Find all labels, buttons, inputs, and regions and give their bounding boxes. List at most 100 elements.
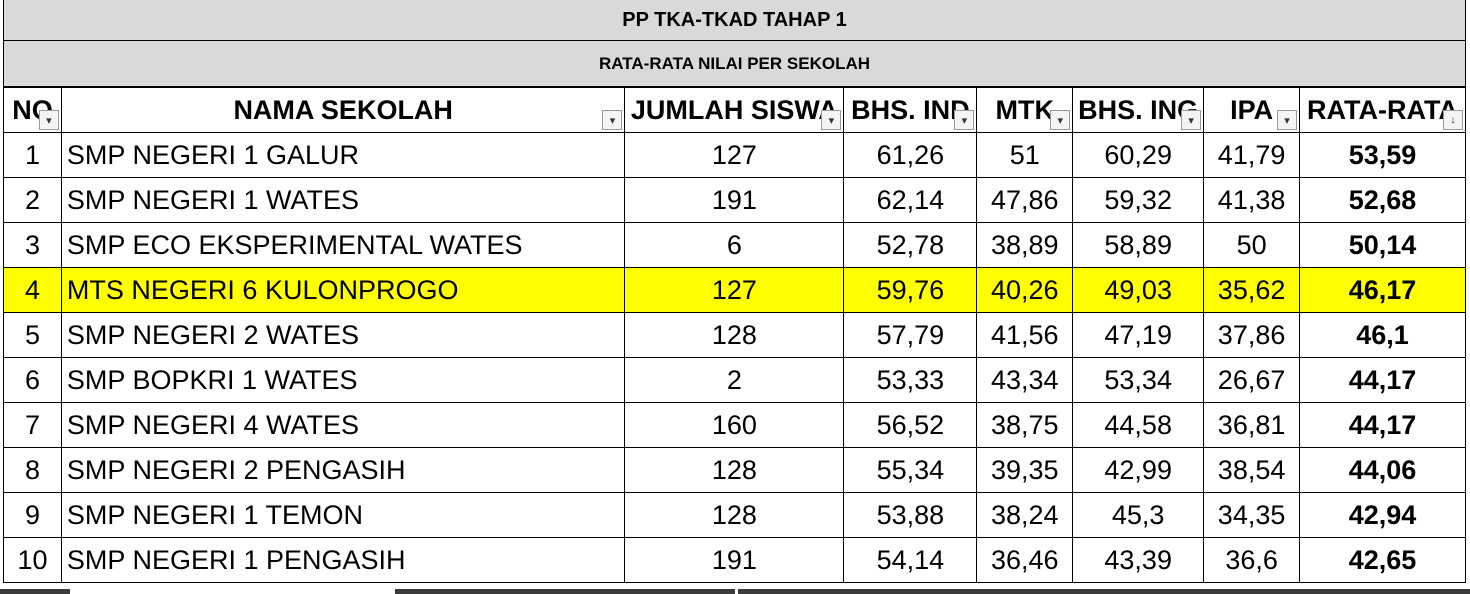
cell-bhs-ind[interactable]: 53,88 <box>843 492 978 538</box>
cell-nama-sekolah[interactable]: SMP BOPKRI 1 WATES <box>60 357 626 403</box>
cell-mtk[interactable]: 41,56 <box>976 312 1074 358</box>
cell-bhs-ing[interactable]: 45,3 <box>1072 492 1205 538</box>
cell-jumlah-siswa[interactable]: 6 <box>624 222 845 268</box>
cell-nama-sekolah[interactable]: SMP NEGERI 1 GALUR <box>60 132 626 178</box>
cell-ipa[interactable]: 36,6 <box>1203 537 1301 583</box>
cell-jumlah-siswa[interactable]: 191 <box>624 537 845 583</box>
cell-jumlah-siswa[interactable]: 127 <box>624 132 845 178</box>
cell-bhs-ing[interactable]: 53,34 <box>1072 357 1205 403</box>
sheet-title-cell[interactable]: PP TKA-TKAD TAHAP 1 <box>3 0 1466 41</box>
cell-bhs-ing[interactable]: 60,29 <box>1072 132 1205 178</box>
filter-dropdown-icon[interactable]: ▾ <box>38 110 59 130</box>
cell-nama-sekolah[interactable]: SMP NEGERI 1 PENGASIH <box>60 537 626 583</box>
cell-mtk[interactable]: 43,34 <box>976 357 1074 403</box>
header-jumlah-siswa[interactable]: JUMLAH SISWA ▾ <box>624 87 845 133</box>
cell-bhs-ind[interactable]: 54,14 <box>843 537 978 583</box>
cell-mtk[interactable]: 40,26 <box>976 267 1074 313</box>
cell-nama-sekolah[interactable]: SMP ECO EKSPERIMENTAL WATES <box>60 222 626 268</box>
cell-rata-rata[interactable]: 46,1 <box>1299 312 1466 358</box>
cell-ipa[interactable]: 41,79 <box>1203 132 1301 178</box>
cell-bhs-ind[interactable]: 59,76 <box>843 267 978 313</box>
header-bhs-ind[interactable]: BHS. IND ▾ <box>843 87 978 133</box>
cell-ipa[interactable]: 35,62 <box>1203 267 1301 313</box>
sheet-tab[interactable] <box>70 589 395 594</box>
cell-no[interactable]: 6 <box>3 357 62 403</box>
cell-mtk[interactable]: 47,86 <box>976 177 1074 223</box>
cell-mtk[interactable]: 51 <box>976 132 1074 178</box>
cell-rata-rata[interactable]: 42,65 <box>1299 537 1466 583</box>
cell-rata-rata[interactable]: 44,06 <box>1299 447 1466 493</box>
cell-rata-rata[interactable]: 46,17 <box>1299 267 1466 313</box>
cell-jumlah-siswa[interactable]: 2 <box>624 357 845 403</box>
cell-bhs-ind[interactable]: 52,78 <box>843 222 978 268</box>
cell-jumlah-siswa[interactable]: 127 <box>624 267 845 313</box>
cell-ipa[interactable]: 36,81 <box>1203 402 1301 448</box>
cell-bhs-ing[interactable]: 59,32 <box>1072 177 1205 223</box>
cell-no[interactable]: 5 <box>3 312 62 358</box>
cell-no[interactable]: 4 <box>3 267 62 313</box>
cell-rata-rata[interactable]: 42,94 <box>1299 492 1466 538</box>
cell-jumlah-siswa[interactable]: 128 <box>624 447 845 493</box>
cell-bhs-ing[interactable]: 44,58 <box>1072 402 1205 448</box>
cell-bhs-ing[interactable]: 42,99 <box>1072 447 1205 493</box>
sheet-subtitle-cell[interactable]: RATA-RATA NILAI PER SEKOLAH <box>3 41 1466 87</box>
cell-no[interactable]: 3 <box>3 222 62 268</box>
cell-nama-sekolah[interactable]: SMP NEGERI 1 TEMON <box>60 492 626 538</box>
cell-nama-sekolah[interactable]: SMP NEGERI 2 PENGASIH <box>60 447 626 493</box>
cell-no[interactable]: 9 <box>3 492 62 538</box>
cell-no[interactable]: 7 <box>3 402 62 448</box>
cell-mtk[interactable]: 38,89 <box>976 222 1074 268</box>
filter-dropdown-icon[interactable]: ▾ <box>1277 110 1298 130</box>
cell-bhs-ing[interactable]: 58,89 <box>1072 222 1205 268</box>
cell-bhs-ind[interactable]: 62,14 <box>843 177 978 223</box>
cell-jumlah-siswa[interactable]: 191 <box>624 177 845 223</box>
cell-bhs-ind[interactable]: 55,34 <box>843 447 978 493</box>
cell-rata-rata[interactable]: 52,68 <box>1299 177 1466 223</box>
cell-bhs-ind[interactable]: 61,26 <box>843 132 978 178</box>
cell-ipa[interactable]: 37,86 <box>1203 312 1301 358</box>
cell-mtk[interactable]: 38,24 <box>976 492 1074 538</box>
cell-rata-rata[interactable]: 53,59 <box>1299 132 1466 178</box>
cell-no[interactable]: 1 <box>3 132 62 178</box>
cell-rata-rata[interactable]: 44,17 <box>1299 402 1466 448</box>
cell-no[interactable]: 8 <box>3 447 62 493</box>
cell-rata-rata[interactable]: 50,14 <box>1299 222 1466 268</box>
cell-nama-sekolah[interactable]: SMP NEGERI 1 WATES <box>60 177 626 223</box>
cell-ipa[interactable]: 38,54 <box>1203 447 1301 493</box>
cell-ipa[interactable]: 34,35 <box>1203 492 1301 538</box>
header-mtk[interactable]: MTK ▾ <box>976 87 1074 133</box>
cell-mtk[interactable]: 38,75 <box>976 402 1074 448</box>
header-rata-rata[interactable]: RATA-RATA ↓ <box>1299 87 1466 133</box>
filter-dropdown-icon[interactable]: ▾ <box>1181 110 1202 130</box>
cell-no[interactable]: 2 <box>3 177 62 223</box>
header-ipa[interactable]: IPA ▾ <box>1203 87 1301 133</box>
horizontal-scrollbar[interactable] <box>735 589 738 594</box>
cell-jumlah-siswa[interactable]: 128 <box>624 312 845 358</box>
cell-nama-sekolah[interactable]: SMP NEGERI 4 WATES <box>60 402 626 448</box>
filter-dropdown-icon[interactable]: ▾ <box>1050 110 1071 130</box>
cell-bhs-ind[interactable]: 53,33 <box>843 357 978 403</box>
cell-no[interactable]: 10 <box>3 537 62 583</box>
header-bhs-ing[interactable]: BHS. ING ▾ <box>1072 87 1205 133</box>
header-nama-sekolah[interactable]: NAMA SEKOLAH ▾ <box>60 87 626 133</box>
cell-rata-rata[interactable]: 44,17 <box>1299 357 1466 403</box>
cell-bhs-ind[interactable]: 56,52 <box>843 402 978 448</box>
cell-bhs-ing[interactable]: 47,19 <box>1072 312 1205 358</box>
filter-dropdown-icon[interactable]: ▾ <box>821 110 842 130</box>
sort-descending-filter-icon[interactable]: ↓ <box>1443 110 1463 130</box>
cell-ipa[interactable]: 50 <box>1203 222 1301 268</box>
cell-bhs-ing[interactable]: 43,39 <box>1072 537 1205 583</box>
cell-mtk[interactable]: 39,35 <box>976 447 1074 493</box>
cell-bhs-ind[interactable]: 57,79 <box>843 312 978 358</box>
cell-nama-sekolah[interactable]: SMP NEGERI 2 WATES <box>60 312 626 358</box>
cell-bhs-ing[interactable]: 49,03 <box>1072 267 1205 313</box>
cell-jumlah-siswa[interactable]: 128 <box>624 492 845 538</box>
cell-mtk[interactable]: 36,46 <box>976 537 1074 583</box>
filter-dropdown-icon[interactable]: ▾ <box>602 110 623 130</box>
header-no[interactable]: NO ▾ <box>3 87 62 133</box>
cell-jumlah-siswa[interactable]: 160 <box>624 402 845 448</box>
cell-ipa[interactable]: 26,67 <box>1203 357 1301 403</box>
cell-ipa[interactable]: 41,38 <box>1203 177 1301 223</box>
cell-nama-sekolah[interactable]: MTS NEGERI 6 KULONPROGO <box>60 267 626 313</box>
filter-dropdown-icon[interactable]: ▾ <box>954 110 975 130</box>
